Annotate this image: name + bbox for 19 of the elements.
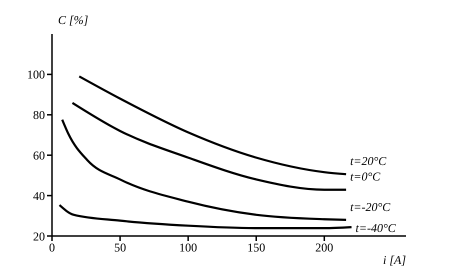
y-tick-label: 60 — [33, 148, 45, 162]
y-tick-label: 40 — [33, 188, 45, 203]
y-axis-title: C [%] — [58, 13, 89, 27]
series-label: t=-40°C — [356, 221, 397, 236]
series-label: t=20°C — [350, 154, 388, 168]
line-series — [78, 75, 348, 176]
x-tick-label: 200 — [315, 240, 334, 255]
y-tick-label: 100 — [27, 68, 45, 82]
x-axis-title: i [A] — [382, 253, 406, 267]
y-tick-label: 80 — [33, 108, 45, 122]
x-tick-label: 100 — [179, 240, 198, 255]
series-label: t=0°C — [350, 170, 382, 184]
y-tick-label: 20 — [33, 229, 45, 244]
x-tick-label: 150 — [247, 240, 266, 255]
line-series — [71, 102, 348, 191]
x-tick-label: 0 — [49, 240, 55, 255]
line-series — [61, 118, 348, 221]
x-tick-label: 50 — [114, 240, 126, 255]
series-label: t=-20°C — [350, 200, 392, 214]
